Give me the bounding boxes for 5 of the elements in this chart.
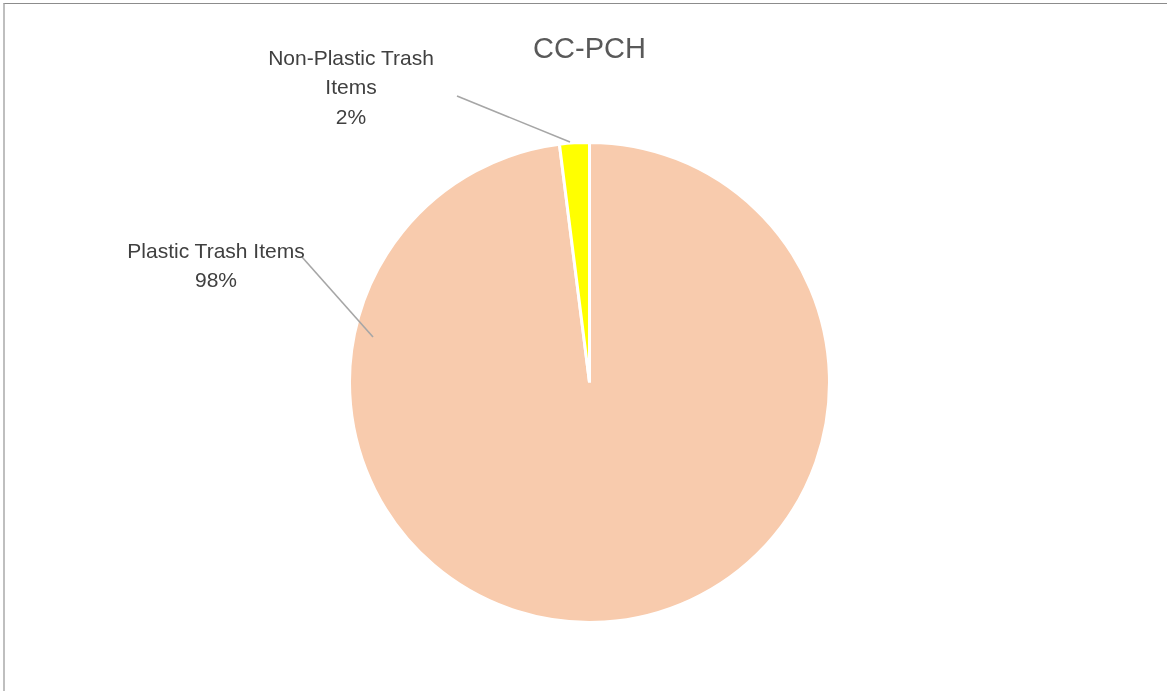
slice-label: Non-Plastic Trash Items [268,45,434,99]
data-label: 2% [335,104,367,128]
chart-title: CC-PCH [533,32,646,65]
data-label: 98% [194,268,238,292]
slice-label: Plastic Trash Items [127,238,305,262]
